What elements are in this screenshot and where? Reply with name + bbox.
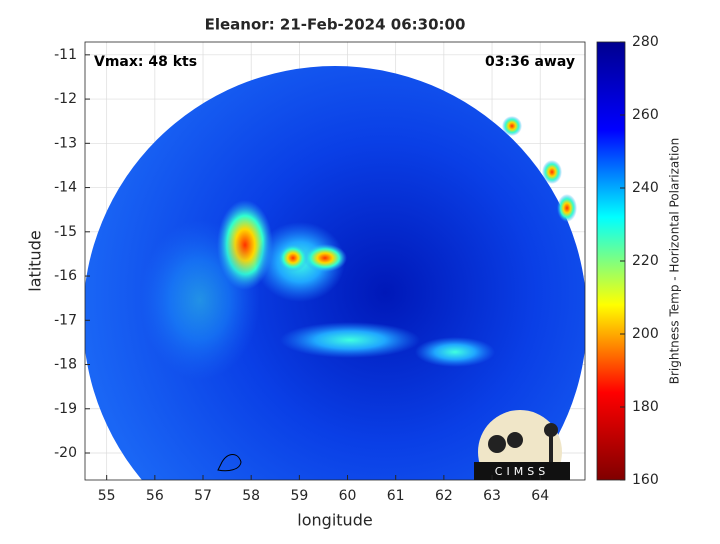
x-tick-label: 56 xyxy=(146,488,164,504)
colorbar-label: Brightness Temp - Horizontal Polarizatio… xyxy=(668,138,682,385)
x-tick-label: 60 xyxy=(339,488,357,504)
annotation: 03:36 away xyxy=(485,54,575,70)
convection xyxy=(557,194,577,222)
x-tick-label: 58 xyxy=(242,488,260,504)
convection xyxy=(542,160,562,184)
x-tick-label: 57 xyxy=(194,488,212,504)
x-tick-label: 61 xyxy=(387,488,405,504)
y-tick-label: -11 xyxy=(54,47,77,63)
y-tick-label: -12 xyxy=(54,91,77,107)
y-tick-label: -15 xyxy=(54,224,77,240)
convection xyxy=(278,244,308,272)
y-tick-label: -19 xyxy=(54,401,77,417)
convection xyxy=(303,244,347,272)
y-tick-label: -13 xyxy=(54,135,77,151)
y-tick-label: -18 xyxy=(54,357,77,373)
colorbar-tick-label: 180 xyxy=(632,399,659,415)
x-tick-label: 59 xyxy=(290,488,308,504)
y-tick-label: -20 xyxy=(54,445,77,461)
chart-title: Eleanor: 21-Feb-2024 06:30:00 xyxy=(205,16,466,34)
logo-text: CIMSS xyxy=(495,465,549,478)
colorbar-tick-label: 200 xyxy=(632,326,659,342)
island-outline xyxy=(217,454,242,472)
cloud-band xyxy=(140,220,260,380)
colorbar-tick-label: 220 xyxy=(632,253,659,269)
y-axis-label: latitude xyxy=(26,230,45,291)
axes-box xyxy=(84,41,586,481)
y-tick-label: -17 xyxy=(54,312,77,328)
colorbar-tick-label: 260 xyxy=(632,107,659,123)
colorbar-tick-label: 160 xyxy=(632,472,659,488)
convection xyxy=(502,116,522,136)
colorbar-tick-label: 280 xyxy=(632,34,659,50)
annotation: Vmax: 48 kts xyxy=(94,54,197,70)
x-axis-label: longitude xyxy=(297,511,372,530)
x-tick-label: 55 xyxy=(98,488,116,504)
y-tick-label: -16 xyxy=(54,268,77,284)
cloud-band xyxy=(415,337,495,367)
swath xyxy=(85,66,585,480)
logo: CIMSS xyxy=(474,410,570,480)
y-tick-label: -14 xyxy=(54,180,77,196)
colorbar-tick-label: 240 xyxy=(632,180,659,196)
x-tick-label: 64 xyxy=(531,488,549,504)
x-tick-label: 62 xyxy=(435,488,453,504)
cloud-band xyxy=(280,322,420,358)
x-tick-label: 63 xyxy=(483,488,501,504)
